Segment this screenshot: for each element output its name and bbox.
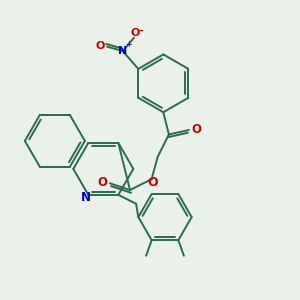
Text: O: O: [96, 40, 105, 51]
Text: -: -: [138, 26, 143, 36]
Text: O: O: [130, 28, 140, 38]
Text: O: O: [192, 124, 202, 136]
Text: O: O: [147, 176, 158, 189]
Text: +: +: [125, 40, 132, 49]
Text: O: O: [97, 176, 107, 189]
Text: N: N: [118, 46, 128, 56]
Text: N: N: [81, 190, 91, 204]
